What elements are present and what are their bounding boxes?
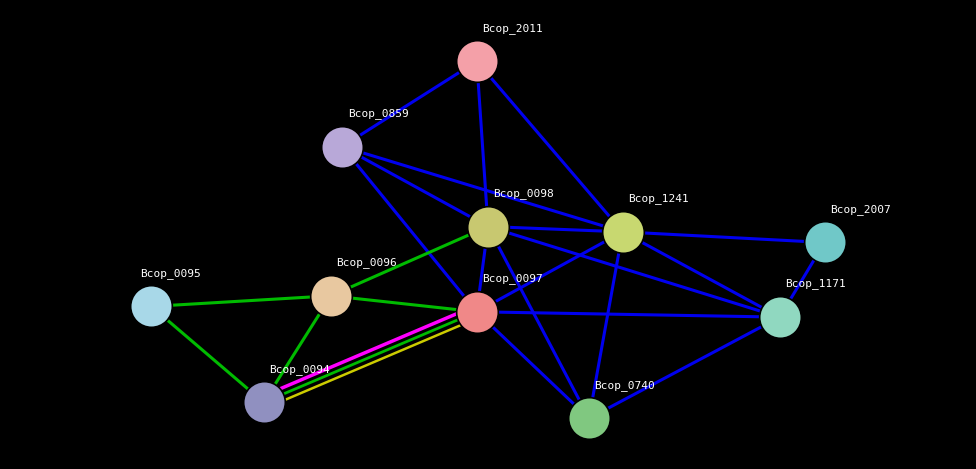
Text: Bcop_0095: Bcop_0095 (141, 268, 201, 279)
Point (469, 308, 485, 316)
Point (256, 399, 271, 406)
Text: Bcop_1241: Bcop_1241 (629, 193, 689, 204)
Point (480, 223, 496, 230)
Text: Bcop_0859: Bcop_0859 (347, 108, 409, 119)
Text: Bcop_0098: Bcop_0098 (494, 188, 554, 199)
Point (581, 415, 596, 422)
Text: Bcop_0096: Bcop_0096 (337, 257, 397, 268)
Point (335, 143, 350, 150)
Point (143, 303, 159, 310)
Point (772, 313, 788, 321)
Text: Bcop_2011: Bcop_2011 (482, 23, 543, 34)
Point (323, 292, 339, 300)
Text: Bcop_0740: Bcop_0740 (594, 380, 655, 391)
Point (469, 58, 485, 65)
Text: Bcop_1171: Bcop_1171 (786, 279, 846, 289)
Point (817, 239, 833, 246)
Text: Bcop_2007: Bcop_2007 (831, 204, 891, 215)
Text: Bcop_0097: Bcop_0097 (482, 273, 543, 284)
Text: Bcop_0094: Bcop_0094 (269, 364, 330, 375)
Point (615, 228, 630, 235)
